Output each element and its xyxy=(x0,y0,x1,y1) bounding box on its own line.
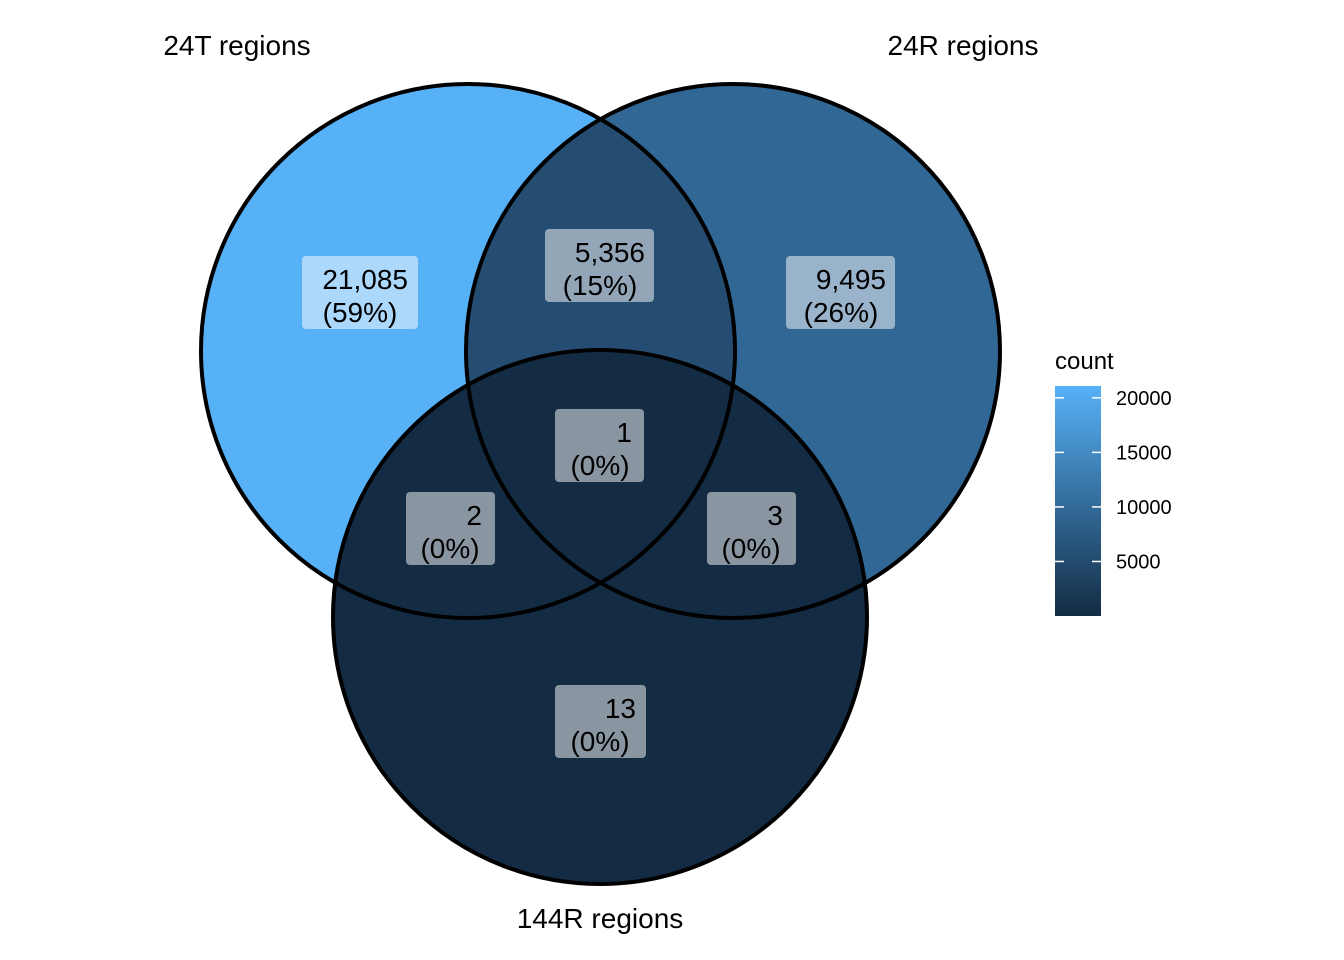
region-count-label: 2 xyxy=(466,500,482,531)
region-label-144r-only: 13 (0%) xyxy=(555,685,646,758)
region-label-box xyxy=(302,256,418,329)
legend: count 20000 15000 10000 5000 xyxy=(1055,348,1172,616)
legend-tick-label: 15000 xyxy=(1116,442,1172,464)
region-label-24r-only: 9,495 (26%) xyxy=(786,256,895,329)
region-count-label: 13 xyxy=(605,693,636,724)
region-percent-label: (0%) xyxy=(570,450,629,481)
region-percent-label: (26%) xyxy=(804,297,879,328)
region-count-label: 3 xyxy=(767,500,783,531)
region-label-24t-only: 21,085 (59%) xyxy=(302,256,418,329)
region-label-box xyxy=(786,256,895,329)
region-percent-label: (0%) xyxy=(570,726,629,757)
region-label-all-three: 1 (0%) xyxy=(555,409,644,482)
region-count-label: 1 xyxy=(616,417,632,448)
region-percent-label: (0%) xyxy=(721,533,780,564)
region-label-24r-144r: 3 (0%) xyxy=(707,492,796,565)
region-count-label: 21,085 xyxy=(322,264,408,295)
legend-tick-label: 20000 xyxy=(1116,388,1172,410)
set-outline-24t xyxy=(199,82,737,620)
legend-tick-label: 10000 xyxy=(1116,497,1172,519)
region-count-label: 5,356 xyxy=(575,237,645,268)
region-label-24t-144r: 2 (0%) xyxy=(406,492,495,565)
set-outline-24r xyxy=(464,82,1002,620)
region-percent-label: (15%) xyxy=(563,270,638,301)
region-count-label: 9,495 xyxy=(816,264,886,295)
set-label-144r: 144R regions xyxy=(517,903,684,934)
region-label-box xyxy=(707,492,796,565)
region-label-24t-24r: 5,356 (15%) xyxy=(545,229,654,302)
set-label-24t: 24T regions xyxy=(163,30,310,61)
set-label-24r: 24R regions xyxy=(888,30,1039,61)
set-outline-144r xyxy=(331,348,869,886)
legend-colorbar xyxy=(1055,386,1101,616)
legend-ticks: 20000 15000 10000 5000 xyxy=(1055,388,1172,573)
region-label-box xyxy=(545,229,654,302)
region-label-box xyxy=(555,685,646,758)
region-label-box xyxy=(406,492,495,565)
legend-title: count xyxy=(1055,348,1114,375)
region-percent-label: (0%) xyxy=(420,533,479,564)
region-percent-label: (59%) xyxy=(323,297,398,328)
legend-tick-label: 5000 xyxy=(1116,551,1161,573)
region-label-box xyxy=(555,409,644,482)
set-outlines xyxy=(199,82,1002,886)
